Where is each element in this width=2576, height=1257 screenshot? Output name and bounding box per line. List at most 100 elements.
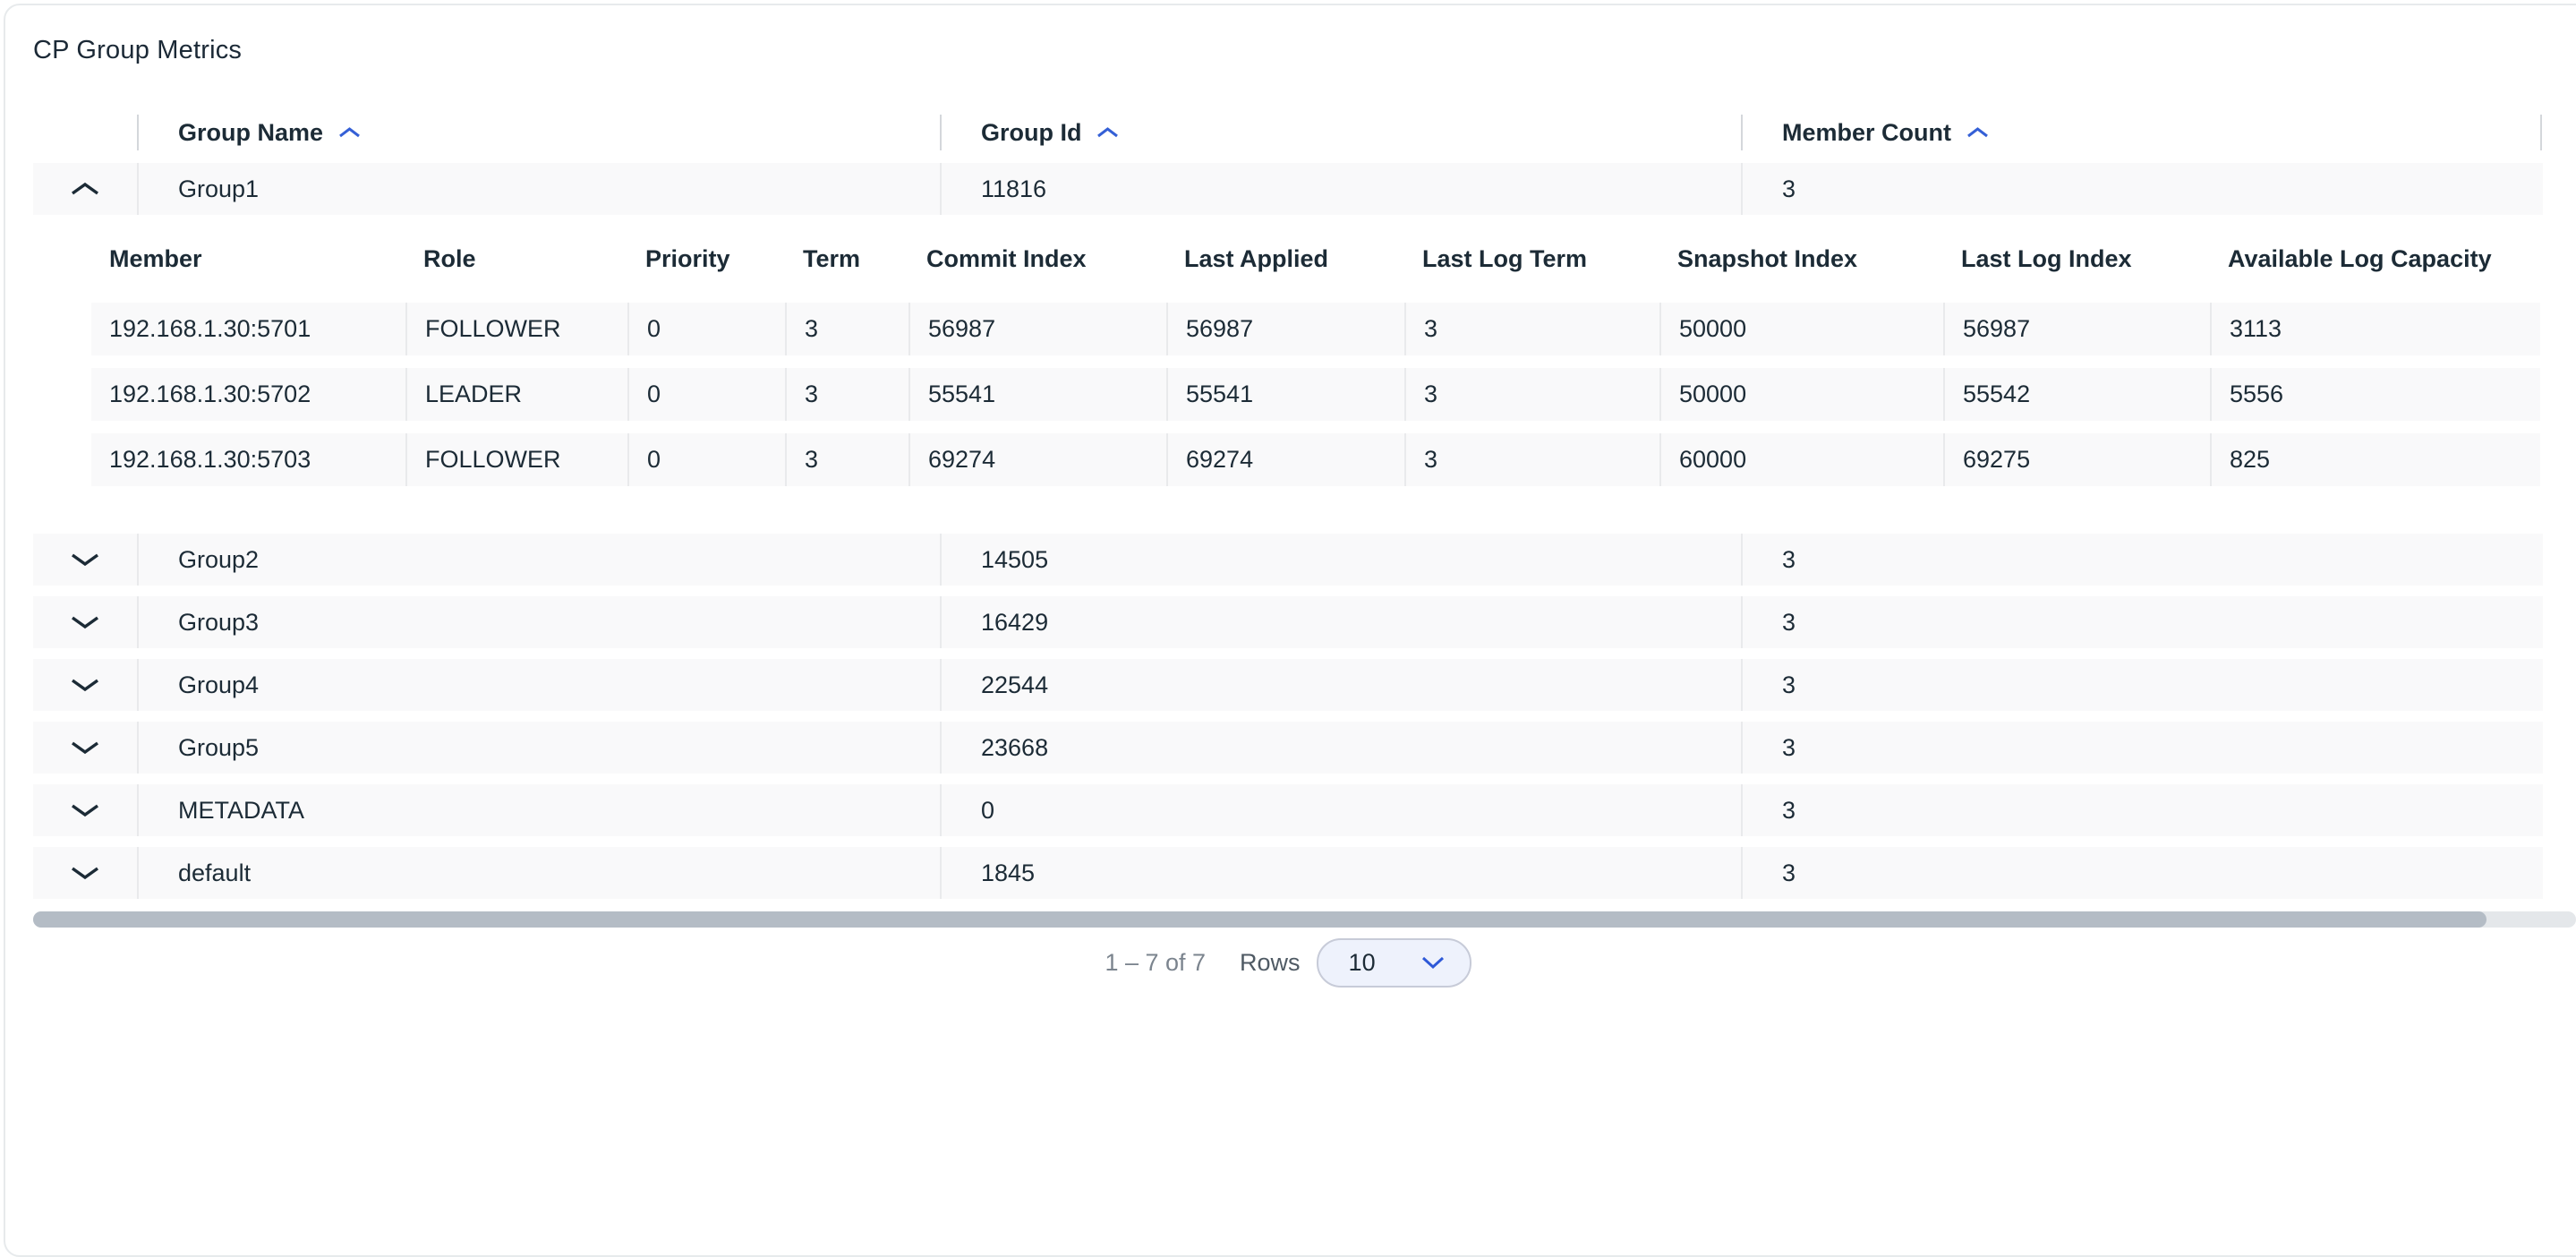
member-cell: 55541 [908,368,1166,421]
group-id-cell: 23668 [940,722,1741,774]
column-header-label: Member Count [1782,118,1951,146]
column-header-label: Group Name [178,118,324,146]
member-cell: 192.168.1.30:5703 [109,446,311,473]
group-row[interactable]: Group3 16429 3 [33,596,2543,648]
expander-column-spacer [33,115,137,150]
member-cell: 55541 [1166,368,1404,421]
member-table-header: Member Role Priority Term Commit Index Last A… [91,215,2540,303]
group-table-header: Group Name Group Id Member Count [33,115,2543,150]
member-count-cell: 3 [1741,596,2542,648]
member-cell: 3113 [2210,303,2540,355]
member-row: 192.168.1.30:5702 LEADER 0 3 55541 55541 3 5000… [91,368,2540,421]
member-cell: 55542 [1943,368,2210,421]
group-id-cell: 0 [940,784,1741,836]
member-cell: 3 [785,368,908,421]
expand-button[interactable] [33,659,137,711]
member-count-cell: 3 [1741,722,2542,774]
member-cell: 50000 [1659,303,1943,355]
group-row[interactable]: Group4 22544 3 [33,659,2543,711]
group-name-cell: Group5 [137,722,940,774]
member-row: 192.168.1.30:5703 FOLLOWER 0 3 69274 69274 3 60… [91,433,2540,486]
page-title: CP Group Metrics [33,36,243,64]
group-name-cell: Group1 [137,163,940,215]
pagination-bar: 1 – 7 of 7 Rows 10 [0,937,2576,988]
member-cell: 192.168.1.30:5701 [109,315,311,342]
sort-asc-icon[interactable] [1966,125,1990,140]
member-column-header: Role [423,244,476,272]
group-name-cell: default [137,847,940,899]
pagination-range: 1 – 7 of 7 [1105,948,1207,976]
member-cell: 3 [1404,368,1659,421]
rows-per-page-value: 10 [1348,948,1376,976]
member-cell: 5556 [2210,368,2540,421]
horizontal-scrollbar-thumb[interactable] [33,911,2486,928]
chevron-down-icon [69,613,101,631]
member-cell: 56987 [1943,303,2210,355]
member-cell: 192.168.1.30:5702 [109,381,311,407]
expand-button[interactable] [33,722,137,774]
member-column-header: Priority [645,244,730,272]
column-header-label: Group Id [981,118,1082,146]
sort-asc-icon[interactable] [1096,125,1120,140]
group-id-cell: 16429 [940,596,1741,648]
rows-per-page-label: Rows [1240,948,1301,976]
member-cell: 3 [1404,433,1659,486]
member-column-header: Last Log Index [1961,244,2132,272]
chevron-down-icon [69,739,101,757]
member-cell: 0 [627,368,785,421]
expand-button[interactable] [33,596,137,648]
member-column-header: Term [803,244,861,272]
collapse-button[interactable] [33,163,137,215]
member-cell: 60000 [1659,433,1943,486]
member-cell: FOLLOWER [405,303,627,355]
group-row[interactable]: Group5 23668 3 [33,722,2543,774]
member-cell: 56987 [1166,303,1404,355]
member-count-cell: 3 [1741,784,2542,836]
member-cell: 3 [785,303,908,355]
rows-per-page-select[interactable]: 10 [1316,937,1471,988]
column-header-group-name[interactable]: Group Name [137,115,940,150]
group-name-cell: METADATA [137,784,940,836]
member-count-cell: 3 [1741,659,2542,711]
member-cell: 825 [2210,433,2540,486]
chevron-up-icon [69,180,101,198]
expand-button[interactable] [33,847,137,899]
group-row[interactable]: default 1845 3 [33,847,2543,899]
sort-asc-icon[interactable] [337,125,362,140]
group-id-cell: 1845 [940,847,1741,899]
member-count-cell: 3 [1741,847,2542,899]
member-cell: LEADER [405,368,627,421]
chevron-down-icon [1420,954,1446,971]
group-id-cell: 14505 [940,534,1741,586]
member-cell: 69274 [1166,433,1404,486]
member-column-header: Member [109,244,202,272]
member-column-header: Last Log Term [1422,244,1588,272]
member-column-header: Commit Index [926,244,1087,272]
group-row-expanded[interactable]: Group1 11816 3 [33,163,2543,215]
group-name-cell: Group3 [137,596,940,648]
expand-button[interactable] [33,784,137,836]
member-cell: 3 [1404,303,1659,355]
member-cell: 69274 [908,433,1166,486]
group-id-cell: 22544 [940,659,1741,711]
group-name-cell: Group4 [137,659,940,711]
member-column-header: Snapshot Index [1677,244,1858,272]
group-row[interactable]: METADATA 0 3 [33,784,2543,836]
column-header-member-count[interactable]: Member Count [1741,115,2542,150]
column-header-group-id[interactable]: Group Id [940,115,1741,150]
horizontal-scrollbar-track[interactable] [33,911,2576,928]
member-cell: FOLLOWER [405,433,627,486]
member-count-cell: 3 [1741,163,2542,215]
member-cell: 56987 [908,303,1166,355]
member-cell: 3 [785,433,908,486]
expand-button[interactable] [33,534,137,586]
member-table: Member Role Priority Term Commit Index Last A… [0,215,2576,486]
member-cell: 50000 [1659,368,1943,421]
member-cell: 0 [627,433,785,486]
member-cell: 69275 [1943,433,2210,486]
group-row[interactable]: Group2 14505 3 [33,534,2543,586]
chevron-down-icon [69,676,101,694]
group-name-cell: Group2 [137,534,940,586]
chevron-down-icon [69,801,101,819]
member-table-body: 192.168.1.30:5701 FOLLOWER 0 3 56987 56987 3 50… [0,303,2576,486]
